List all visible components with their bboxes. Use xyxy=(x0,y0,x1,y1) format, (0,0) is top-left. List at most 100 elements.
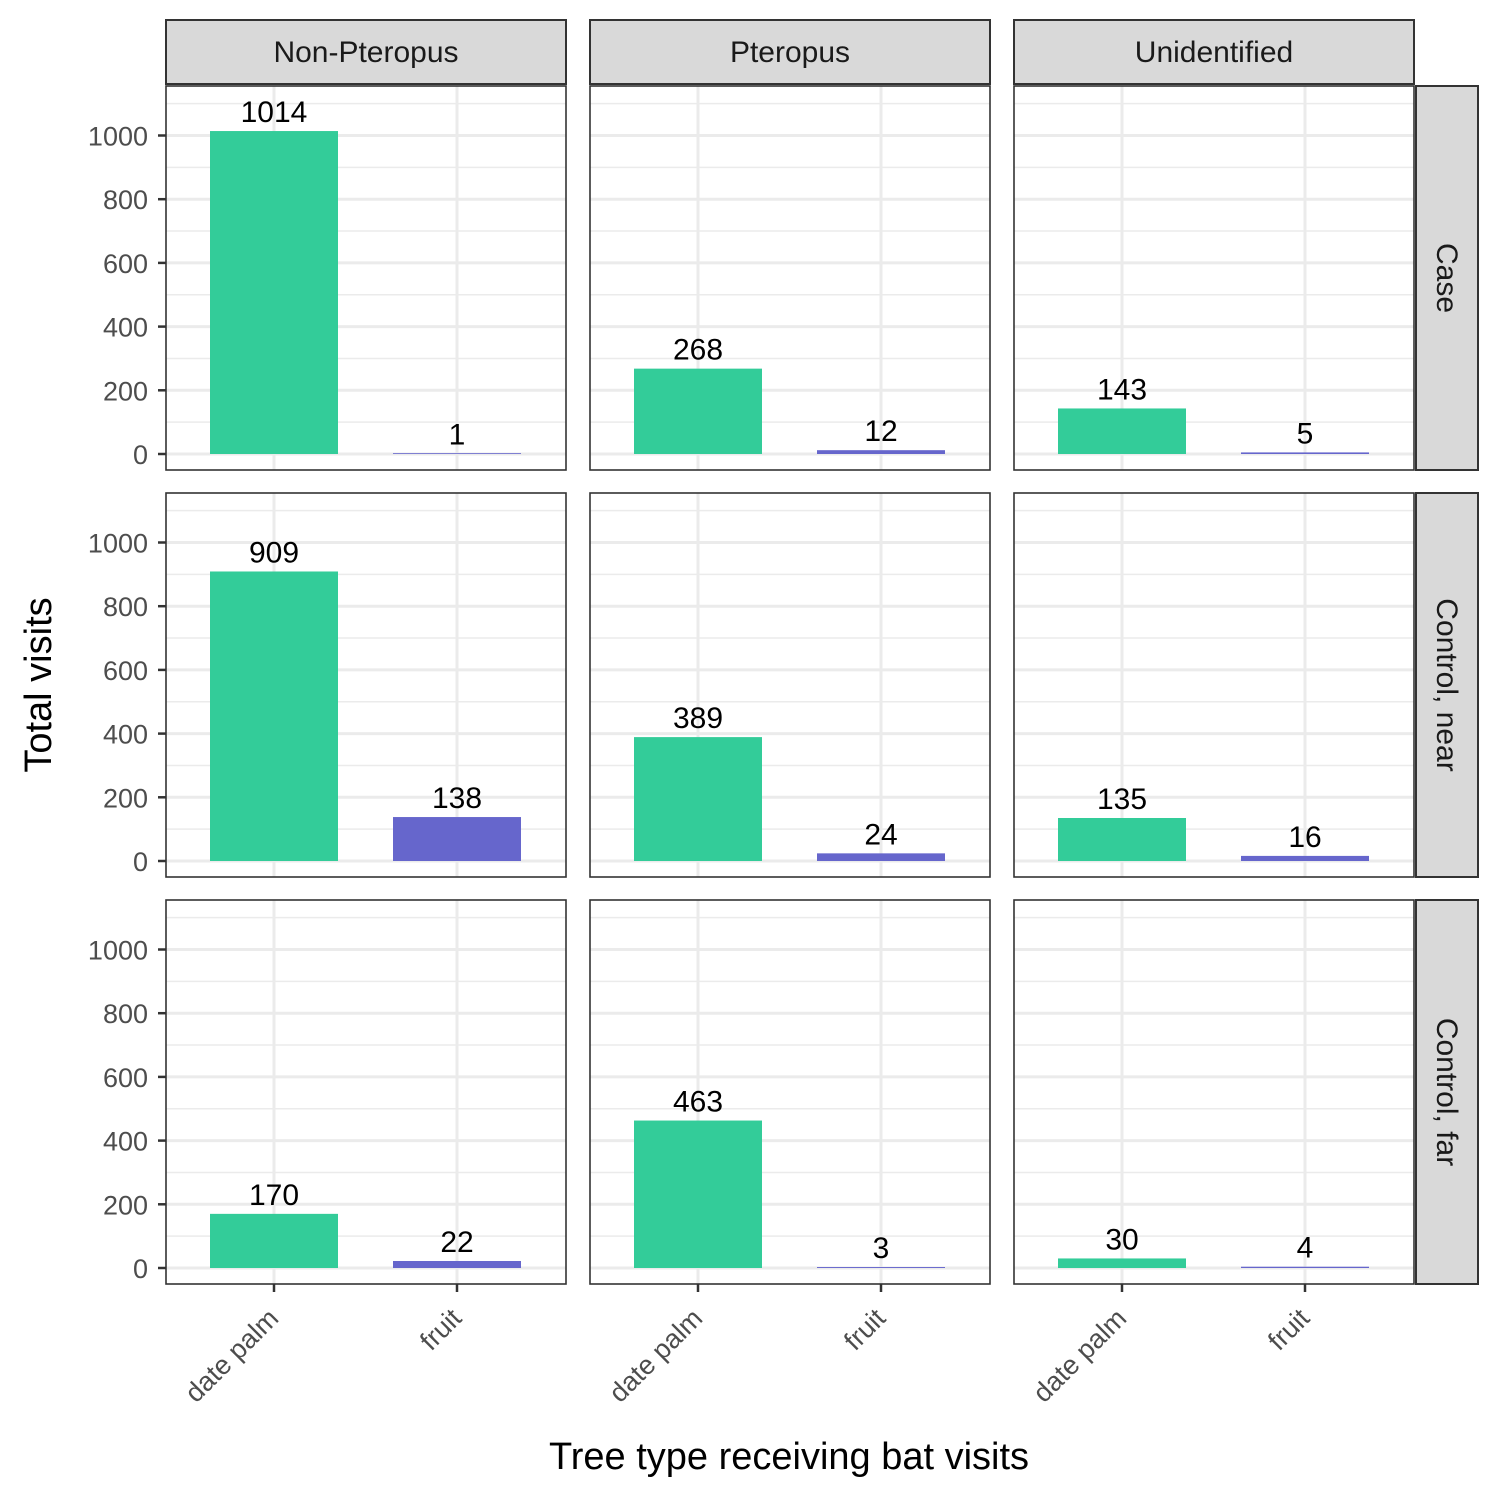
panel-border xyxy=(589,492,991,878)
bar-date-palm xyxy=(634,737,762,861)
panel-background xyxy=(1014,900,1414,1284)
panel-border xyxy=(165,492,567,878)
y-axis-title: Total visits xyxy=(18,597,60,772)
y-tick-label: 400 xyxy=(103,1127,148,1157)
row-strip-case: Case xyxy=(1415,85,1479,471)
panel-border xyxy=(589,85,991,471)
bar-fruit xyxy=(393,1260,521,1268)
bar-date-palm xyxy=(1058,818,1186,861)
y-tick-label: 0 xyxy=(133,1254,148,1284)
panel-control-near-unidentified: 135 16 xyxy=(1013,492,1415,878)
bar-value-label: 30 xyxy=(1105,1223,1138,1256)
y-tick-label: 1000 xyxy=(88,529,148,559)
row-strip-background xyxy=(1415,85,1479,471)
bar-date-palm xyxy=(634,1120,762,1268)
y-tick-label: 0 xyxy=(133,440,148,470)
x-tick-label: date palm xyxy=(179,1303,284,1408)
panel-border xyxy=(1013,492,1415,878)
x-tick-label: fruit xyxy=(1262,1303,1315,1356)
column-strip-pteropus: Pteropus xyxy=(589,19,991,85)
column-strip-background xyxy=(165,19,567,85)
panel-control-far-unidentified: 30 4 date palm fruit xyxy=(1013,899,1415,1408)
row-strip-background xyxy=(1415,899,1479,1285)
bar-value-label: 268 xyxy=(673,334,723,367)
bar-fruit xyxy=(1241,1266,1369,1268)
y-tick-label: 800 xyxy=(103,592,148,622)
column-strip-label: Non-Pteropus xyxy=(273,36,458,69)
y-tick-label: 800 xyxy=(103,999,148,1029)
bar-value-label: 909 xyxy=(249,536,299,569)
y-tick-label: 400 xyxy=(103,313,148,343)
x-tick-label: date palm xyxy=(1027,1303,1132,1408)
bar-value-label: 1 xyxy=(449,419,466,452)
panel-border xyxy=(165,899,567,1285)
x-tick-label: fruit xyxy=(838,1303,891,1356)
bar-value-label: 143 xyxy=(1097,373,1147,406)
row-strip-label: Control, near xyxy=(1430,598,1463,771)
y-tick-label: 600 xyxy=(103,1063,148,1093)
y-tick-label: 600 xyxy=(103,656,148,686)
bar-value-label: 1014 xyxy=(241,96,308,129)
column-strip-label: Pteropus xyxy=(730,36,850,69)
column-strip-label: Unidentified xyxy=(1135,36,1293,69)
panel-case-pteropus: 268 12 xyxy=(589,85,991,471)
column-strip-background xyxy=(589,19,991,85)
y-tick-label: 400 xyxy=(103,720,148,750)
bar-date-palm xyxy=(210,571,338,861)
row-strip-label: Control, far xyxy=(1430,1018,1463,1166)
bar-value-label: 12 xyxy=(864,415,897,448)
bar-value-label: 22 xyxy=(440,1226,473,1259)
bar-value-label: 5 xyxy=(1297,417,1314,450)
bar-fruit xyxy=(817,853,945,861)
bar-value-label: 170 xyxy=(249,1179,299,1212)
panel-case-non-pteropus: 1014 1 0 200 400 600 800 1000 xyxy=(88,85,567,471)
bar-value-label: 389 xyxy=(673,702,723,735)
bar-value-label: 135 xyxy=(1097,783,1147,816)
row-strip-control-far: Control, far xyxy=(1415,899,1479,1285)
bar-value-label: 463 xyxy=(673,1086,723,1119)
panel-control-far-pteropus: 463 3 date palm fruit xyxy=(589,899,991,1408)
bar-value-label: 3 xyxy=(873,1232,890,1265)
bar-fruit xyxy=(1241,452,1369,454)
y-tick-label: 200 xyxy=(103,376,148,406)
column-strip-background xyxy=(1013,19,1415,85)
panel-case-unidentified: 143 5 xyxy=(1013,85,1415,471)
bar-fruit xyxy=(393,453,521,454)
panel-control-far-non-pteropus: 170 22 0 200 400 600 800 1000 date palm fruit xyxy=(88,899,567,1408)
panel-border xyxy=(165,85,567,471)
x-tick-label: fruit xyxy=(414,1303,467,1356)
panel-border xyxy=(589,899,991,1285)
row-strip-background xyxy=(1415,492,1479,878)
y-tick-label: 600 xyxy=(103,249,148,279)
bar-value-label: 16 xyxy=(1288,821,1321,854)
bar-date-palm xyxy=(210,131,338,454)
panel-background xyxy=(1014,493,1414,877)
panel-background xyxy=(1014,86,1414,470)
row-strip-control-near: Control, near xyxy=(1415,492,1479,878)
panel-control-near-non-pteropus: 909 138 0 200 400 600 800 1000 xyxy=(88,492,567,878)
bar-fruit xyxy=(817,450,945,454)
bar-fruit xyxy=(1241,855,1369,861)
panel-border xyxy=(1013,899,1415,1285)
bar-date-palm xyxy=(1058,1258,1186,1268)
chart-panels: Non-Pteropus Pteropus Unidentified Case Cont… xyxy=(88,19,1479,1408)
bar-date-palm xyxy=(210,1213,338,1268)
bar-date-palm xyxy=(634,368,762,454)
bar-value-label: 24 xyxy=(864,818,897,851)
bar-fruit xyxy=(393,817,521,861)
bar-fruit xyxy=(817,1267,945,1268)
panel-control-near-pteropus: 389 24 xyxy=(589,492,991,878)
y-tick-label: 0 xyxy=(133,847,148,877)
y-tick-label: 1000 xyxy=(88,122,148,152)
bar-value-label: 138 xyxy=(432,782,482,815)
bar-date-palm xyxy=(1058,408,1186,454)
y-tick-label: 200 xyxy=(103,1190,148,1220)
bar-value-label: 4 xyxy=(1297,1232,1314,1265)
column-strip-non-pteropus: Non-Pteropus xyxy=(165,19,567,85)
y-tick-label: 1000 xyxy=(88,936,148,966)
y-tick-label: 200 xyxy=(103,783,148,813)
x-tick-label: date palm xyxy=(603,1303,708,1408)
x-axis-title: Tree type receiving bat visits xyxy=(549,1436,1029,1478)
column-strip-unidentified: Unidentified xyxy=(1013,19,1415,85)
